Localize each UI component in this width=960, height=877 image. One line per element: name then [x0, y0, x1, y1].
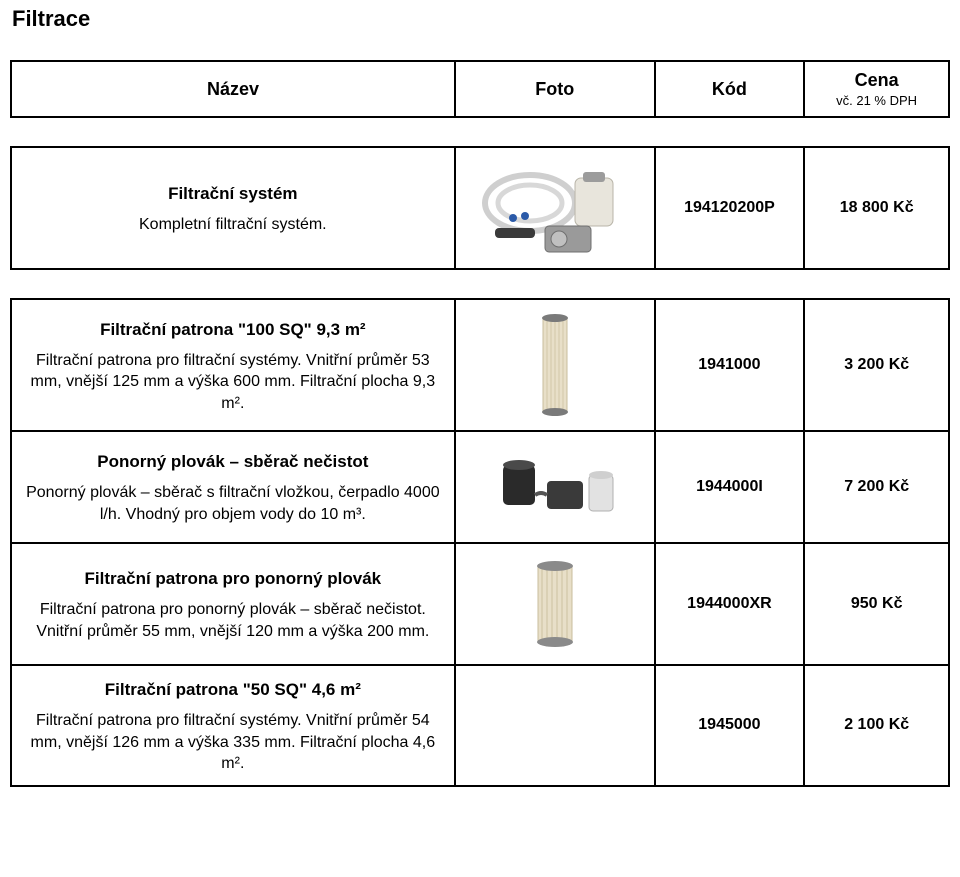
product-desc: Filtrační patrona pro ponorný plovák – s… [20, 599, 446, 642]
table-row: Filtrační patrona pro ponorný plovák Fil… [11, 543, 949, 665]
product-price: 950 Kč [804, 543, 949, 665]
product-photo-cell [455, 431, 655, 543]
product-title: Filtrační patrona "100 SQ" 9,3 m² [20, 320, 446, 340]
table-row: Filtrační systém Kompletní filtrační sys… [11, 147, 949, 269]
product-title: Filtrační patrona "50 SQ" 4,6 m² [20, 680, 446, 700]
header-table: Název Foto Kód Cena vč. 21 % DPH [10, 60, 950, 118]
header-price-sub: vč. 21 % DPH [811, 93, 942, 108]
header-name: Název [11, 61, 455, 117]
product-name-cell: Filtrační systém Kompletní filtrační sys… [11, 147, 455, 269]
product-photo-cell [455, 299, 655, 431]
product-photo-cell [455, 665, 655, 786]
product-name-cell: Ponorný plovák – sběrač nečistot Ponorný… [11, 431, 455, 543]
cartridge-icon [464, 554, 646, 654]
product-price: 2 100 Kč [804, 665, 949, 786]
product-code: 1944000I [655, 431, 805, 543]
product-price: 3 200 Kč [804, 299, 949, 431]
product-group-1: Filtrační patrona "100 SQ" 9,3 m² Filtra… [10, 298, 950, 787]
product-name-cell: Filtrační patrona pro ponorný plovák Fil… [11, 543, 455, 665]
product-title: Ponorný plovák – sběrač nečistot [20, 452, 446, 472]
product-name-cell: Filtrační patrona "50 SQ" 4,6 m² Filtrač… [11, 665, 455, 786]
table-row: Filtrační patrona "50 SQ" 4,6 m² Filtrač… [11, 665, 949, 786]
float-skimmer-icon [464, 442, 646, 532]
filter-system-icon [464, 158, 646, 258]
cartridge-icon [464, 310, 646, 420]
product-code: 1941000 [655, 299, 805, 431]
header-photo: Foto [455, 61, 655, 117]
header-code: Kód [655, 61, 805, 117]
product-desc: Filtrační patrona pro filtrační systémy.… [20, 710, 446, 775]
product-code: 1944000XR [655, 543, 805, 665]
product-photo-cell [455, 543, 655, 665]
header-price: Cena vč. 21 % DPH [804, 61, 949, 117]
table-row: Filtrační patrona "100 SQ" 9,3 m² Filtra… [11, 299, 949, 431]
page-title: Filtrace [12, 6, 950, 32]
product-desc: Kompletní filtrační systém. [20, 214, 446, 236]
cartridge-icon [464, 680, 646, 770]
product-price: 7 200 Kč [804, 431, 949, 543]
header-price-label: Cena [855, 70, 899, 90]
page: Filtrace Název Foto Kód Cena vč. 21 % DP… [0, 0, 960, 835]
product-code: 194120200P [655, 147, 805, 269]
product-title: Filtrační patrona pro ponorný plovák [20, 569, 446, 589]
product-desc: Ponorný plovák – sběrač s filtrační vlož… [20, 482, 446, 525]
product-price: 18 800 Kč [804, 147, 949, 269]
product-name-cell: Filtrační patrona "100 SQ" 9,3 m² Filtra… [11, 299, 455, 431]
product-group-0: Filtrační systém Kompletní filtrační sys… [10, 146, 950, 270]
product-photo-cell [455, 147, 655, 269]
product-code: 1945000 [655, 665, 805, 786]
table-row: Ponorný plovák – sběrač nečistot Ponorný… [11, 431, 949, 543]
product-title: Filtrační systém [20, 184, 446, 204]
product-desc: Filtrační patrona pro filtrační systémy.… [20, 350, 446, 415]
